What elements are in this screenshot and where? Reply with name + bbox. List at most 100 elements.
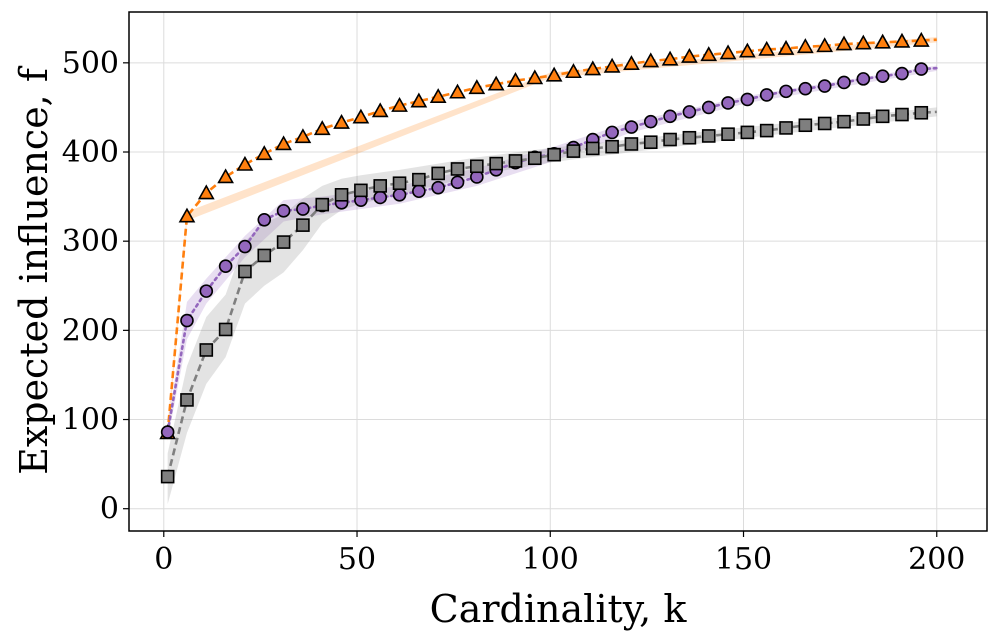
circle-series-marker bbox=[276, 204, 291, 218]
square-series-marker bbox=[779, 121, 793, 135]
square-series-marker bbox=[334, 188, 349, 202]
axis-ticks: 0 50 100 150 200 0 100 200 300 400 500 bbox=[62, 46, 966, 577]
circle-series-marker bbox=[450, 175, 465, 190]
square-series-marker bbox=[721, 127, 735, 141]
square-series-line bbox=[166, 110, 937, 477]
circle-series-marker bbox=[160, 425, 175, 439]
circle-series-marker bbox=[257, 212, 272, 227]
square-series-marker bbox=[682, 130, 697, 145]
circle-series-marker bbox=[412, 184, 426, 199]
series-markers bbox=[159, 31, 930, 484]
y-tick-label: 100 bbox=[62, 403, 119, 438]
triangle-series-marker bbox=[507, 72, 524, 87]
square-series-marker bbox=[373, 179, 388, 193]
circle-series-marker bbox=[238, 239, 252, 254]
triangle-series-marker bbox=[565, 63, 582, 79]
square-series-marker bbox=[470, 159, 484, 174]
triangle-series-marker bbox=[391, 96, 408, 112]
circle-series-marker bbox=[373, 190, 388, 205]
square-series-marker bbox=[856, 112, 871, 126]
y-tick-label: 400 bbox=[62, 135, 119, 170]
y-axis-label: Expected influence, f bbox=[12, 65, 56, 475]
triangle-series-marker bbox=[352, 108, 370, 124]
plot-frame bbox=[128, 11, 988, 532]
triangle-series-marker bbox=[584, 60, 602, 76]
circle-series-marker bbox=[721, 96, 735, 110]
square-series-marker bbox=[489, 156, 503, 171]
square-series-marker bbox=[895, 107, 909, 122]
square-series-marker bbox=[508, 154, 523, 168]
x-tick-label: 0 bbox=[154, 542, 173, 577]
triangle-series-marker bbox=[333, 113, 350, 129]
square-series-marker bbox=[914, 105, 929, 120]
circle-series-marker bbox=[837, 75, 851, 90]
triangle-series-marker bbox=[603, 57, 621, 73]
square-series-marker bbox=[412, 172, 426, 187]
triangle-series-marker bbox=[410, 92, 428, 108]
square-series-marker bbox=[817, 116, 832, 131]
circle-series-marker bbox=[740, 92, 755, 107]
confidence-bands bbox=[167, 36, 937, 505]
square-series-marker bbox=[199, 343, 214, 357]
y-tick-label: 300 bbox=[62, 224, 119, 259]
triangle-series-marker bbox=[835, 35, 853, 51]
triangle-series-marker bbox=[874, 33, 892, 49]
x-axis-label: Cardinality, k bbox=[430, 587, 688, 631]
square-series-marker bbox=[663, 132, 677, 147]
square-series-band bbox=[167, 107, 937, 505]
circle-series-marker bbox=[875, 69, 890, 84]
triangle-series-marker bbox=[449, 83, 466, 99]
circle-series-marker bbox=[296, 202, 310, 216]
triangle-series-marker bbox=[178, 207, 196, 223]
square-series-marker bbox=[315, 197, 330, 212]
square-series-marker bbox=[160, 469, 175, 484]
square-series-marker bbox=[450, 162, 465, 176]
x-tick-label: 200 bbox=[908, 542, 965, 577]
triangle-series-marker bbox=[313, 120, 331, 136]
circle-series-marker bbox=[895, 66, 909, 81]
circle-series-marker bbox=[624, 120, 639, 134]
square-series-marker bbox=[875, 109, 890, 124]
square-series-marker bbox=[624, 137, 639, 151]
triangle-series-marker bbox=[758, 40, 776, 56]
square-series-marker bbox=[296, 218, 310, 232]
square-series-marker bbox=[837, 114, 851, 129]
circle-series-marker bbox=[779, 84, 793, 99]
circle-series-marker bbox=[759, 88, 774, 102]
circle-series-marker bbox=[798, 81, 813, 96]
square-series-marker bbox=[276, 235, 291, 249]
triangle-series-marker bbox=[777, 39, 795, 55]
square-series-marker bbox=[701, 129, 716, 143]
circle-series-marker bbox=[605, 125, 619, 140]
square-series-marker bbox=[238, 264, 252, 279]
triangle-series-marker bbox=[468, 79, 486, 95]
axis-labels: Cardinality, k Expected influence, f bbox=[12, 65, 687, 631]
square-series-marker bbox=[585, 141, 600, 156]
square-series-marker bbox=[798, 118, 813, 133]
triangle-series-marker bbox=[197, 184, 215, 200]
triangle-series-marker bbox=[854, 34, 872, 50]
square-series-marker bbox=[759, 123, 774, 138]
circle-series-marker bbox=[218, 259, 233, 273]
triangle-series-marker bbox=[255, 145, 273, 161]
circle-series-marker bbox=[643, 114, 658, 129]
triangle-series-marker bbox=[429, 88, 447, 104]
x-tick-label: 150 bbox=[715, 542, 772, 577]
triangle-series-marker bbox=[545, 66, 563, 82]
triangle-series-marker bbox=[681, 47, 698, 63]
square-series-marker bbox=[566, 144, 581, 158]
y-tick-label: 0 bbox=[100, 492, 119, 527]
triangle-series-marker bbox=[893, 32, 911, 48]
circle-series-marker bbox=[914, 62, 929, 76]
circle-series-marker bbox=[392, 188, 407, 202]
square-series-marker bbox=[605, 139, 619, 154]
square-series-marker bbox=[218, 322, 233, 337]
square-series-marker bbox=[528, 151, 542, 166]
triangle-series-marker bbox=[739, 42, 756, 58]
x-tick-label: 100 bbox=[522, 542, 579, 577]
x-tick-label: 50 bbox=[338, 542, 376, 577]
circle-series-marker bbox=[431, 180, 445, 195]
circle-series-marker bbox=[199, 284, 214, 298]
circle-series-marker bbox=[817, 79, 832, 93]
